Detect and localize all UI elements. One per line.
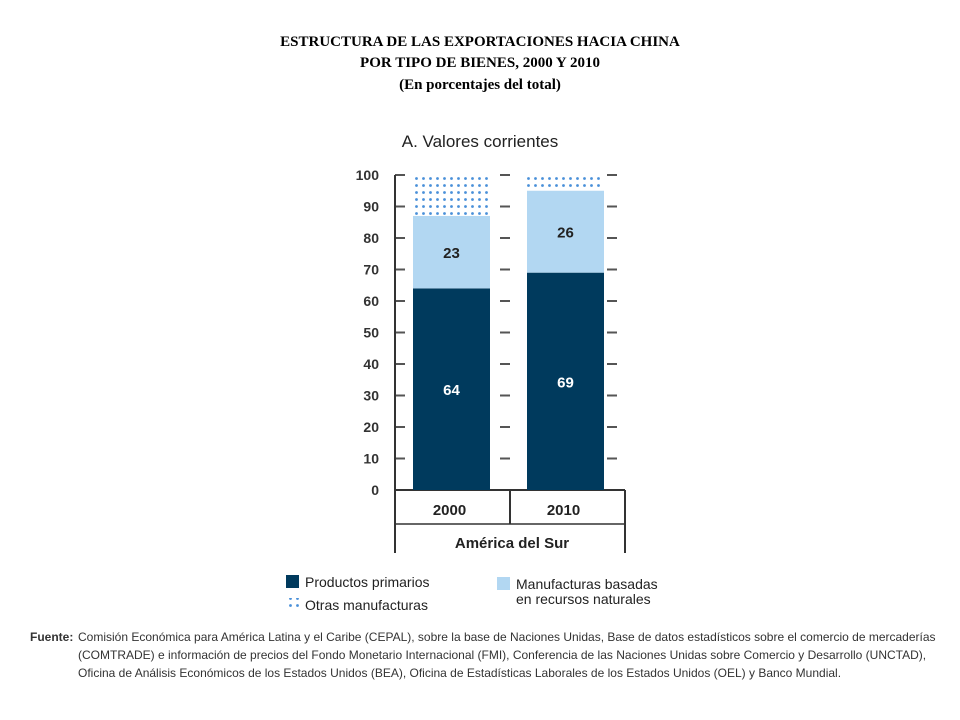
bar-data-label: 64 <box>443 382 460 399</box>
main-title-line-1: ESTRUCTURA DE LAS EXPORTACIONES HACIA CH… <box>280 34 680 50</box>
main-title-line-2: POR TIPO DE BIENES, 2000 Y 2010 <box>360 55 600 71</box>
legend-label-manufacturas-recursos-line2: en recursos naturales <box>516 591 651 607</box>
y-tick-label: 60 <box>363 293 379 309</box>
chart-title: A. Valores corrientes <box>402 132 559 151</box>
legend-label-productos-primarios: Productos primarios <box>305 574 430 590</box>
bar-segment <box>413 175 490 216</box>
legend-label-manufacturas-recursos-line1: Manufacturas basadas <box>516 576 658 592</box>
bar-segment <box>527 272 604 490</box>
main-title-line-3: (En porcentajes del total) <box>399 77 561 93</box>
y-tick-label: 0 <box>371 482 379 498</box>
bar-segment <box>527 190 604 273</box>
y-tick-label: 80 <box>363 230 379 246</box>
x-group-label: América del Sur <box>455 535 569 552</box>
y-tick-label: 100 <box>356 167 380 183</box>
legend-swatch-productos-primarios <box>286 575 299 588</box>
y-tick-label: 40 <box>363 356 379 372</box>
stacked-bar-chart: A. Valores corrientes 0 10 20 30 40 50 60 70 80 90… <box>286 132 658 613</box>
bar-segment <box>527 175 604 191</box>
bar-data-label: 26 <box>557 225 574 242</box>
y-tick-label: 90 <box>363 199 379 215</box>
source-label: Fuente: <box>30 630 74 644</box>
y-tick-label: 70 <box>363 262 379 278</box>
legend-label-otras-manufacturas: Otras manufacturas <box>305 597 428 613</box>
y-tick-label: 50 <box>363 325 379 341</box>
bar-segment <box>413 288 490 490</box>
bar-segment <box>413 215 490 289</box>
bar-data-label: 23 <box>443 245 460 262</box>
bar-data-label: 69 <box>557 374 574 391</box>
legend-swatch-manufacturas-recursos <box>497 577 510 590</box>
source-text: Comisión Económica para América Latina y… <box>78 630 936 680</box>
y-tick-label: 30 <box>363 388 379 404</box>
x-category-label: 2000 <box>433 502 466 519</box>
x-category-label: 2010 <box>547 502 580 519</box>
legend-swatch-otras-manufacturas <box>286 598 299 611</box>
y-tick-label: 10 <box>363 451 379 467</box>
y-tick-label: 20 <box>363 419 379 435</box>
